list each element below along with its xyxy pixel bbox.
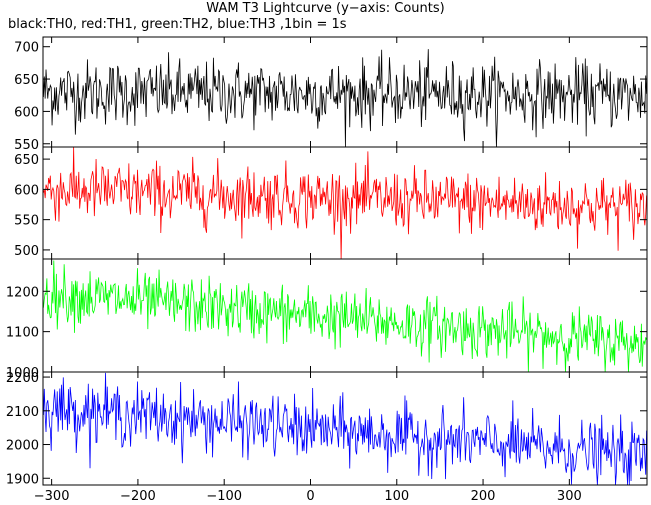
y-tick-label: 650 — [14, 153, 39, 168]
y-tick-label: 700 — [14, 41, 39, 56]
y-tick-label: 2200 — [6, 371, 39, 386]
chart-title: WAM T3 Lightcurve (y−axis: Counts) — [206, 1, 445, 16]
y-tick-label: 550 — [14, 214, 39, 229]
panel-frame — [42, 371, 648, 486]
y-tick-label: 650 — [14, 73, 39, 88]
y-tick-label: 550 — [14, 138, 39, 153]
x-tick-label: 300 — [557, 489, 582, 504]
series-line-th1 — [43, 146, 647, 260]
y-tick-label: 1200 — [6, 285, 39, 300]
x-tick-label: −200 — [120, 489, 156, 504]
y-tick-label: 2100 — [6, 405, 39, 420]
y-tick-label: 1900 — [6, 472, 39, 487]
x-tick-label: −100 — [206, 489, 242, 504]
panel-th2: 1000 1100 1200 — [6, 258, 648, 381]
y-tick-label: 1000 — [6, 366, 39, 381]
x-tick-label: 0 — [306, 489, 314, 504]
chart-subtitle-legend: black:TH0, red:TH1, green:TH2, blue:TH3 … — [8, 17, 347, 32]
panel-th1: 500 550 600 650 — [14, 146, 648, 260]
series-line-th2 — [43, 260, 647, 373]
panel-th3: 1900 2000 2100 2200 — [6, 371, 648, 487]
x-tick-label: 100 — [384, 489, 409, 504]
y-tick-label: 500 — [14, 244, 39, 259]
series-line-th3 — [43, 372, 647, 486]
x-tick-label: 200 — [471, 489, 496, 504]
y-tick-label: 2000 — [6, 439, 39, 454]
x-tick-label: −300 — [34, 489, 70, 504]
series-line-th0 — [43, 49, 647, 148]
y-tick-label: 1100 — [6, 326, 39, 341]
y-tick-label: 600 — [14, 105, 39, 120]
y-tick-label: 600 — [14, 183, 39, 198]
panel-th0: 550 600 650 700 — [14, 36, 648, 153]
